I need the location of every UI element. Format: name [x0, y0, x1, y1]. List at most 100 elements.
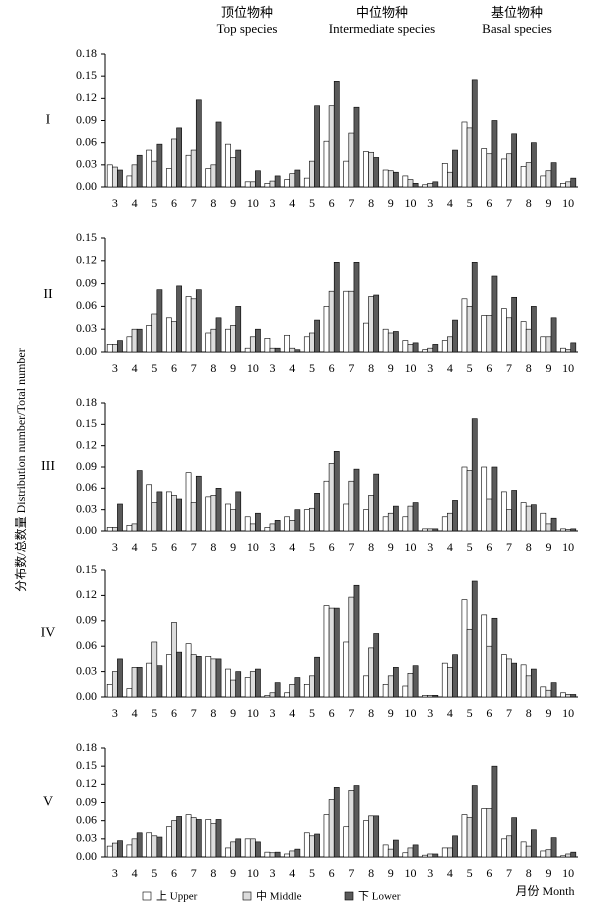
- y-tick-label: 0.12: [76, 587, 97, 601]
- x-tick-label: 7: [506, 540, 512, 554]
- bar: [387, 332, 394, 353]
- bar: [195, 99, 202, 188]
- bar: [185, 814, 192, 858]
- bar: [131, 328, 138, 353]
- bar: [190, 149, 197, 188]
- x-tick-label: 3: [427, 866, 433, 880]
- bar: [205, 656, 212, 698]
- bar: [530, 306, 537, 353]
- x-tick-label: 8: [210, 540, 216, 554]
- bar: [550, 162, 557, 188]
- y-tick-label: 0.18: [76, 740, 97, 754]
- x-tick-label: 9: [388, 361, 394, 375]
- bar: [427, 528, 434, 532]
- x-tick-label: 4: [132, 196, 138, 210]
- bar: [481, 148, 488, 188]
- bar: [106, 683, 113, 698]
- legend-swatch: [242, 891, 252, 901]
- bar: [427, 853, 434, 858]
- bar: [146, 149, 153, 188]
- bar: [215, 819, 222, 858]
- bar: [471, 79, 478, 188]
- legend-label: 下 Lower: [358, 891, 401, 903]
- bar: [333, 787, 340, 858]
- x-tick-label: 5: [467, 196, 473, 210]
- bar: [195, 475, 202, 532]
- bar: [565, 853, 572, 858]
- bar: [185, 472, 192, 532]
- bar: [560, 183, 566, 188]
- bar: [506, 317, 512, 353]
- x-tick-label: 8: [210, 196, 216, 210]
- x-tick-label: 6: [329, 706, 335, 720]
- bar: [106, 845, 113, 858]
- bar: [225, 328, 231, 353]
- bar: [407, 344, 414, 353]
- bar: [274, 682, 281, 698]
- x-tick-label: 4: [132, 706, 138, 720]
- bar: [511, 296, 518, 353]
- bar: [432, 528, 439, 532]
- bar: [309, 160, 315, 188]
- bar: [185, 154, 192, 188]
- x-tick-label: 8: [368, 196, 374, 210]
- x-tick-label: 3: [112, 540, 118, 554]
- bar: [486, 153, 493, 188]
- bar: [215, 658, 222, 698]
- bar: [284, 692, 290, 698]
- x-tick-label: 5: [151, 361, 157, 375]
- bar: [190, 502, 197, 532]
- y-tick-label: 0.09: [76, 794, 97, 808]
- bar: [481, 315, 488, 353]
- bar: [215, 317, 222, 353]
- bar: [348, 132, 355, 188]
- bar: [407, 505, 414, 532]
- legend-swatch: [344, 891, 354, 901]
- x-tick-label: 7: [191, 866, 197, 880]
- x-tick-label: 8: [368, 706, 374, 720]
- bar: [111, 344, 118, 353]
- bar: [328, 290, 335, 353]
- bar: [136, 832, 143, 858]
- bar: [274, 175, 281, 188]
- bar: [382, 844, 389, 858]
- bar: [520, 166, 527, 188]
- bar: [382, 683, 389, 698]
- bar: [255, 328, 261, 353]
- group-header-en: Intermediate species: [329, 21, 435, 36]
- bar: [165, 168, 172, 188]
- bar: [190, 298, 197, 353]
- bar: [117, 340, 123, 353]
- x-tick-label: 9: [230, 540, 236, 554]
- bar: [195, 289, 202, 353]
- bar: [447, 847, 453, 858]
- bar: [407, 672, 414, 698]
- x-tick-label: 4: [447, 866, 453, 880]
- x-tick-label: 6: [329, 196, 335, 210]
- bar: [126, 525, 133, 532]
- y-tick-label: 0.12: [76, 776, 97, 790]
- bar: [427, 347, 434, 353]
- x-tick-label: 4: [289, 361, 295, 375]
- bar: [560, 528, 566, 532]
- panel-label: II: [43, 287, 53, 302]
- bar: [447, 336, 453, 353]
- x-tick-label: 5: [309, 540, 315, 554]
- bar: [540, 686, 547, 698]
- bar: [525, 328, 532, 353]
- bar: [432, 695, 439, 698]
- x-tick-label: 8: [210, 866, 216, 880]
- x-tick-label: 10: [562, 866, 574, 880]
- group-header-zh: 基位物种: [491, 5, 543, 20]
- bar: [230, 679, 236, 698]
- bar: [314, 493, 320, 532]
- bar: [323, 605, 330, 698]
- bar: [387, 675, 394, 698]
- x-tick-label: 5: [309, 866, 315, 880]
- x-tick-label: 7: [348, 540, 354, 554]
- x-tick-label: 3: [270, 706, 276, 720]
- bar: [136, 328, 143, 353]
- bar: [111, 842, 118, 858]
- bar: [323, 306, 330, 353]
- bar: [471, 785, 478, 858]
